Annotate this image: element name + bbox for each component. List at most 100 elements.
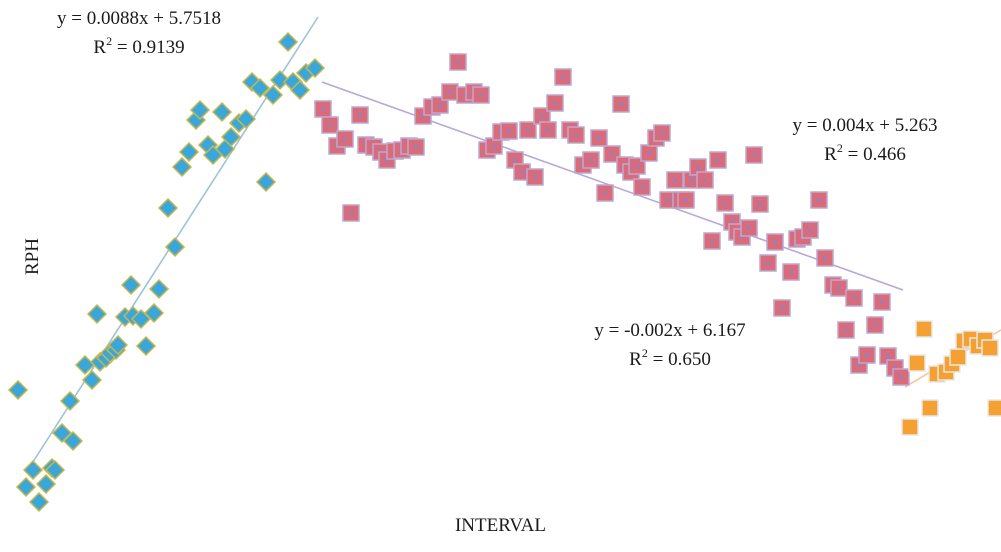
r-squared-text: R2 = 0.9139 (93, 34, 185, 58)
data-point-s1-43 (269, 69, 291, 91)
data-point-s1-26 (157, 197, 179, 219)
data-point-cross-42 (616, 99, 626, 109)
data-point-s1-29 (178, 141, 200, 163)
trendline-equation-1: y = 0.0088x + 5.7518 R2 = 0.9139 (14, 8, 264, 59)
data-point-cross-80 (862, 350, 872, 360)
data-point-cross-33 (550, 98, 560, 108)
data-point-s1-24 (143, 302, 165, 324)
data-point-s1-25 (148, 278, 170, 300)
data-point-s1-38 (235, 108, 257, 130)
data-point-cross-5 (346, 208, 356, 218)
data-point-cross-34 (558, 72, 568, 82)
data-point-cross-2 (325, 120, 335, 130)
x-axis-label: INTERVAL (454, 515, 546, 536)
data-point-cross-32 (543, 125, 553, 135)
data-point-cross-31 (537, 111, 547, 121)
data-point-s1-41 (255, 171, 277, 193)
data-points (7, 31, 1001, 513)
data-point-cross-6 (355, 110, 365, 120)
trendline-equation-3: y = -0.002x + 6.167 R2 = 0.650 (560, 320, 780, 371)
data-point-cross-76 (834, 283, 844, 293)
data-point-cross-82 (877, 297, 887, 307)
data-point-cross-78 (849, 293, 859, 303)
data-point-cross-40 (600, 188, 610, 198)
data-point-cross-72 (805, 225, 815, 235)
y-axis-label: RPH (22, 238, 43, 275)
data-point-cross-50 (663, 195, 673, 205)
data-point-s3-2 (908, 354, 926, 372)
data-point-cross-68 (777, 303, 787, 313)
data-point-cross-26 (504, 126, 514, 136)
data-point-s1-5 (35, 473, 57, 495)
r-squared-text: R2 = 0.466 (824, 141, 906, 165)
equation-text: y = -0.002x + 6.167 (594, 320, 746, 341)
data-point-s1-46 (289, 79, 311, 101)
data-point-cross-38 (586, 155, 596, 165)
data-point-cross-22 (476, 90, 486, 100)
data-point-cross-41 (607, 149, 617, 159)
data-point-s1-12 (81, 369, 103, 391)
data-point-s1-18 (107, 334, 129, 356)
data-point-cross-24 (489, 141, 499, 151)
data-point-s1-34 (211, 101, 233, 123)
data-point-s1-48 (304, 57, 326, 79)
data-point-cross-73 (814, 195, 824, 205)
data-point-s3-8 (949, 348, 967, 366)
data-point-cross-69 (786, 267, 796, 277)
data-point-cross-57 (707, 236, 717, 246)
data-point-cross-74 (820, 253, 830, 263)
data-point-s1-4 (28, 491, 50, 513)
data-point-cross-29 (523, 125, 533, 135)
data-point-cross-54 (687, 175, 697, 185)
data-point-s1-10 (62, 430, 84, 452)
data-point-cross-83 (883, 351, 893, 361)
data-point-cross-1 (318, 104, 328, 114)
data-point-s1-44 (277, 31, 299, 53)
data-point-cross-85 (896, 372, 906, 382)
data-point-s1-28 (171, 156, 193, 178)
data-point-cross-14 (411, 142, 421, 152)
data-point-cross-46 (637, 182, 647, 192)
r-squared-text: R2 = 0.650 (629, 346, 711, 370)
data-point-cross-64 (749, 150, 759, 160)
data-point-cross-36 (571, 130, 581, 140)
data-point-s1-2 (15, 476, 37, 498)
equation-text: y = 0.004x + 5.263 (792, 115, 938, 136)
data-point-cross-59 (720, 198, 730, 208)
data-point-s3-4 (921, 399, 939, 417)
data-point-cross-56 (700, 175, 710, 185)
data-point-cross-81 (870, 320, 880, 330)
data-point-s3-13 (981, 339, 999, 357)
data-point-cross-55 (693, 162, 703, 172)
data-point-s1-3 (22, 459, 44, 481)
data-point-s1-27 (164, 236, 186, 258)
data-point-cross-4 (340, 134, 350, 144)
data-point-cross-19 (453, 57, 463, 67)
data-point-cross-39 (594, 133, 604, 143)
data-point-s1-23 (135, 335, 157, 357)
data-point-cross-28 (517, 167, 527, 177)
equation-text: y = 0.0088x + 5.7518 (57, 8, 221, 29)
data-point-cross-49 (657, 128, 667, 138)
data-point-s1-20 (120, 274, 142, 296)
data-point-cross-47 (644, 148, 654, 158)
data-point-s3-14 (987, 399, 1001, 417)
data-point-cross-67 (770, 237, 780, 247)
data-point-s1-9 (59, 390, 81, 412)
data-point-cross-18 (445, 87, 455, 97)
data-point-cross-45 (632, 161, 642, 171)
data-point-cross-17 (435, 100, 445, 110)
data-point-s3-3 (915, 320, 933, 338)
data-point-cross-58 (713, 155, 723, 165)
data-point-cross-53 (681, 195, 691, 205)
trendline-equation-2: y = 0.004x + 5.263 R2 = 0.466 (765, 115, 965, 166)
data-point-cross-51 (670, 175, 680, 185)
data-point-cross-66 (763, 258, 773, 268)
data-point-s1-7 (44, 459, 66, 481)
data-point-cross-27 (510, 155, 520, 165)
data-point-cross-77 (841, 325, 851, 335)
data-point-cross-30 (530, 172, 540, 182)
data-point-s1-36 (220, 126, 242, 148)
data-point-s3-1 (901, 418, 919, 436)
